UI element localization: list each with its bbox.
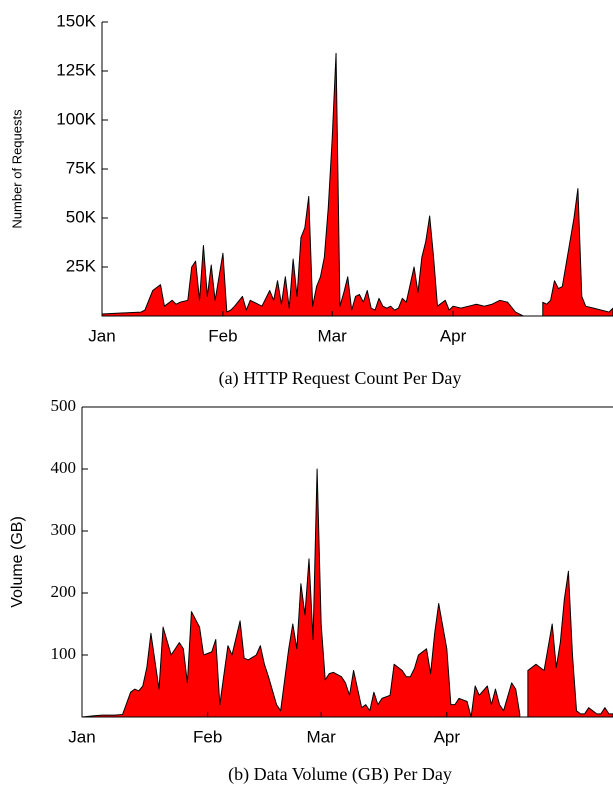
y-axis-label: Volume (GB) <box>9 516 26 608</box>
y-tick-label: 150K <box>56 11 96 30</box>
x-tick-label: Apr <box>434 727 461 746</box>
y-tick-label: 50K <box>66 207 97 226</box>
x-tick-label: Feb <box>193 727 222 746</box>
x-tick-label: Apr <box>440 326 467 345</box>
y-tick-label: 100 <box>51 644 77 663</box>
area <box>81 468 613 718</box>
caption: (a) HTTP Request Count Per Day <box>219 368 462 389</box>
y-tick-label: 25K <box>66 256 97 275</box>
y-tick-label: 100K <box>56 109 96 128</box>
y-tick-label: 200 <box>51 582 77 601</box>
y-tick-label: 300 <box>51 520 77 539</box>
y-tick-label: 500 <box>51 396 77 415</box>
x-tick-label: Jan <box>88 326 115 345</box>
y-tick-label: 400 <box>51 458 77 477</box>
x-tick-label: Jan <box>68 727 95 746</box>
x-tick-label: Feb <box>208 326 237 345</box>
y-tick-label: 125K <box>56 60 96 79</box>
x-tick-label: Mar <box>307 727 337 746</box>
x-tick-label: Mar <box>318 326 348 345</box>
y-axis-label: Number of Requests <box>9 109 24 229</box>
area <box>101 52 613 317</box>
caption: (b) Data Volume (GB) Per Day <box>228 764 452 785</box>
y-tick-label: 75K <box>66 158 97 177</box>
